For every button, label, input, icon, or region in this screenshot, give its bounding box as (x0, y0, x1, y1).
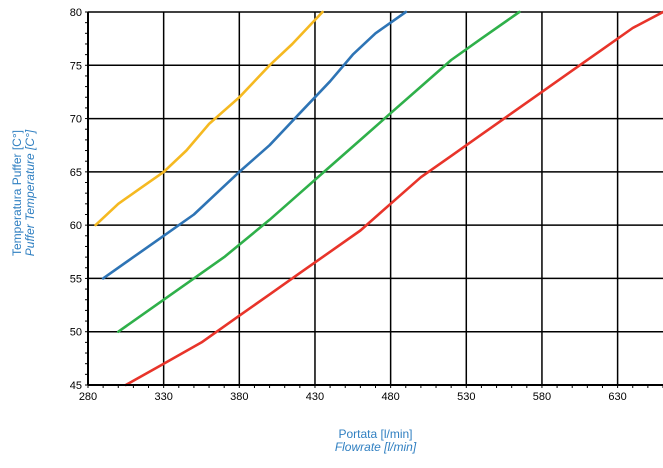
y-tick-label: 65 (70, 167, 82, 179)
x-tick-label: 430 (306, 391, 324, 403)
y-tick-label: 70 (70, 114, 82, 126)
y-tick-label: 55 (70, 273, 82, 285)
y-tick-labels: 45 50 55 60 65 70 75 80 (70, 7, 82, 392)
y-axis-title: Temperatura Puffer [C°] Puffer Temperatu… (4, 0, 44, 385)
x-axis-title-it: Portata [l/min] (338, 427, 413, 441)
x-axis-title: Portata [l/min] Flowrate [l/min] (88, 428, 663, 454)
y-axis-title-en: Puffer Temperature [C°] (23, 129, 37, 256)
y-tick-label: 50 (70, 327, 82, 339)
series-line-4 (124, 10, 663, 387)
x-axis-title-en: Flowrate [l/min] (334, 440, 417, 454)
y-tick-label: 75 (70, 60, 82, 72)
x-tick-label: 480 (381, 391, 399, 403)
x-tick-label: 330 (154, 391, 172, 403)
y-tick-label: 45 (70, 380, 82, 392)
axes (87, 12, 663, 386)
x-tick-label: 580 (533, 391, 551, 403)
x-tick-label: 380 (230, 391, 248, 403)
x-tick-label: 630 (608, 391, 626, 403)
series-line-1 (94, 10, 324, 227)
x-tick-label: 280 (79, 391, 97, 403)
series-group (94, 10, 663, 387)
x-tick-label: 530 (457, 391, 475, 403)
series-line-2 (101, 10, 408, 280)
y-tick-label: 60 (70, 220, 82, 232)
series-line-3 (117, 10, 521, 333)
y-tick-label: 80 (70, 7, 82, 19)
x-tick-labels: 280 330 380 430 480 530 580 630 (79, 391, 627, 403)
